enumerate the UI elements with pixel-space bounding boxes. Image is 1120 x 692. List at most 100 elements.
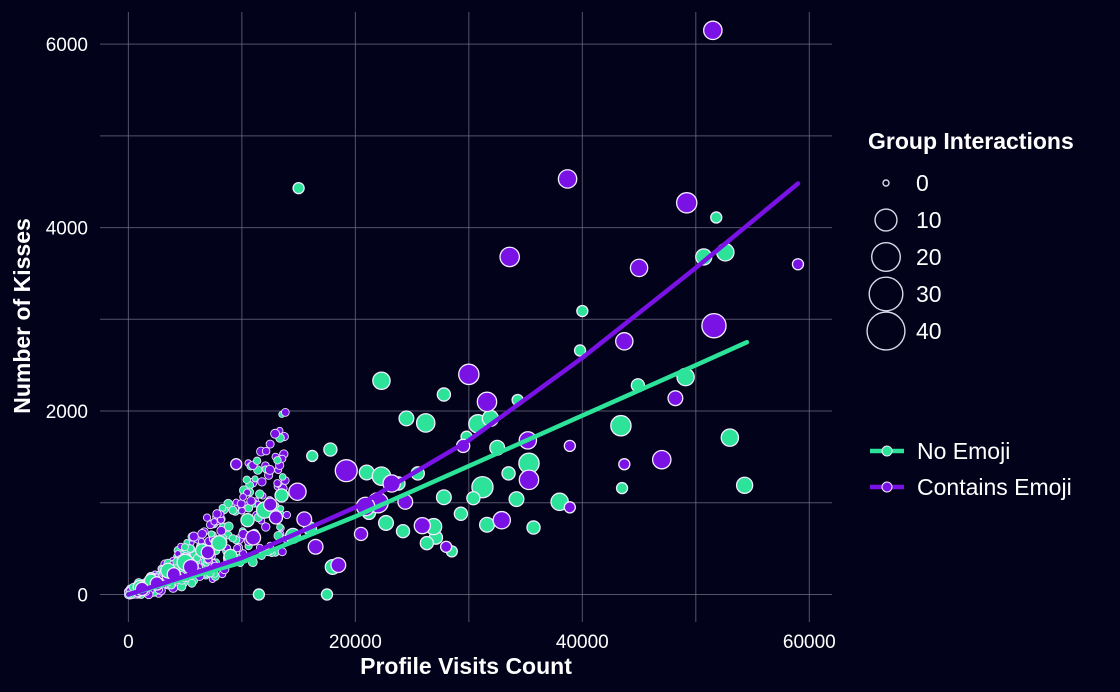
axes: 0 20000 40000 60000 0 2000 4000 6000 [46, 35, 836, 653]
data-point [439, 540, 453, 553]
cloud-point [278, 473, 287, 481]
data-point [492, 510, 512, 530]
data-point [263, 497, 278, 512]
x-tick-label: 60000 [783, 632, 836, 653]
data-point [720, 428, 740, 447]
size-legend-circle [871, 242, 901, 272]
data-point [334, 459, 358, 483]
y-tick-label: 6000 [46, 35, 88, 56]
cloud-point [210, 518, 218, 526]
size-legend-label: 30 [916, 281, 942, 307]
data-point [377, 514, 395, 531]
data-point [252, 588, 266, 601]
cloud-point [188, 531, 199, 542]
cloud-point [276, 523, 284, 531]
y-tick-label: 4000 [46, 219, 88, 240]
data-point [478, 516, 496, 533]
trend-line [126, 181, 801, 597]
data-point [526, 520, 541, 535]
cloud-point [246, 496, 256, 506]
data-point [415, 413, 436, 433]
data-point [615, 481, 629, 495]
cloud-point [261, 522, 271, 532]
data-point [395, 523, 411, 539]
data-point [398, 410, 415, 427]
trend-lines [126, 181, 801, 597]
cloud-point [228, 505, 238, 515]
data-point [296, 511, 313, 528]
data-point [557, 169, 578, 189]
cloud-point [223, 498, 234, 509]
data-point [353, 526, 369, 542]
data-point [508, 491, 525, 508]
color-legend-dot [881, 481, 893, 493]
data-point [274, 488, 289, 503]
y-axis-title: Number of Kisses [9, 218, 35, 414]
cloud-point [282, 510, 292, 520]
y-tick-label: 2000 [46, 402, 88, 423]
cloud-point [202, 513, 212, 522]
size-legend-circle [868, 276, 904, 312]
cloud-point [207, 530, 215, 538]
data-point [667, 390, 684, 407]
data-point [476, 391, 498, 413]
data-point [320, 588, 334, 601]
cloud-point [233, 544, 242, 553]
cloud-point [273, 479, 282, 488]
cloud-point [187, 578, 197, 588]
trend-line [126, 339, 750, 597]
cloud-point [239, 493, 247, 501]
data-point [791, 258, 805, 271]
data-point [245, 529, 262, 546]
data-point [629, 258, 649, 278]
cloud-point [261, 446, 271, 456]
x-axis-title: Profile Visits Count [360, 653, 572, 679]
data-point [211, 535, 228, 552]
size-legend-circle [874, 208, 898, 232]
cloud-point [273, 456, 282, 465]
x-tick-label: 40000 [556, 632, 609, 653]
data-point [618, 458, 631, 471]
data-point [268, 510, 284, 525]
cloud-point [252, 456, 262, 466]
color-legend-label: No Emoji [917, 438, 1010, 464]
data-point [230, 458, 243, 471]
size-legend-circle [866, 311, 906, 351]
data-point [200, 545, 216, 560]
cloud-point [280, 407, 290, 417]
data-point [675, 192, 698, 214]
cloud-point [264, 464, 275, 475]
data-point [292, 181, 305, 195]
data-point [651, 449, 672, 470]
data-point [307, 538, 324, 555]
data-point [466, 490, 481, 506]
cloud-point [242, 475, 251, 484]
cloud-point [223, 521, 234, 532]
data-point [306, 449, 319, 463]
data-point [453, 506, 469, 521]
cloud-point [265, 439, 275, 449]
data-point [710, 211, 723, 224]
data-point [501, 466, 516, 481]
data-point [499, 246, 521, 268]
y-tick-label: 0 [77, 585, 88, 606]
size-legend-label: 10 [916, 207, 942, 233]
data-point [372, 371, 391, 391]
cloud-point [212, 509, 222, 519]
data-point [610, 414, 632, 437]
color-legend-dot [881, 445, 893, 457]
size-legend-title: Group Interactions [868, 128, 1074, 154]
x-tick-label: 20000 [329, 632, 382, 653]
cloud-point [255, 489, 265, 499]
color-legend-label: Contains Emoji [917, 474, 1072, 500]
data-point [330, 557, 347, 574]
data-point [436, 387, 452, 402]
cloud-point [180, 543, 189, 552]
size-legend-label: 40 [916, 318, 942, 344]
cloud-point [228, 534, 237, 543]
cloud-point [277, 505, 285, 513]
cloud-point [238, 506, 246, 515]
data-point [518, 469, 540, 491]
cloud-point [270, 428, 281, 439]
